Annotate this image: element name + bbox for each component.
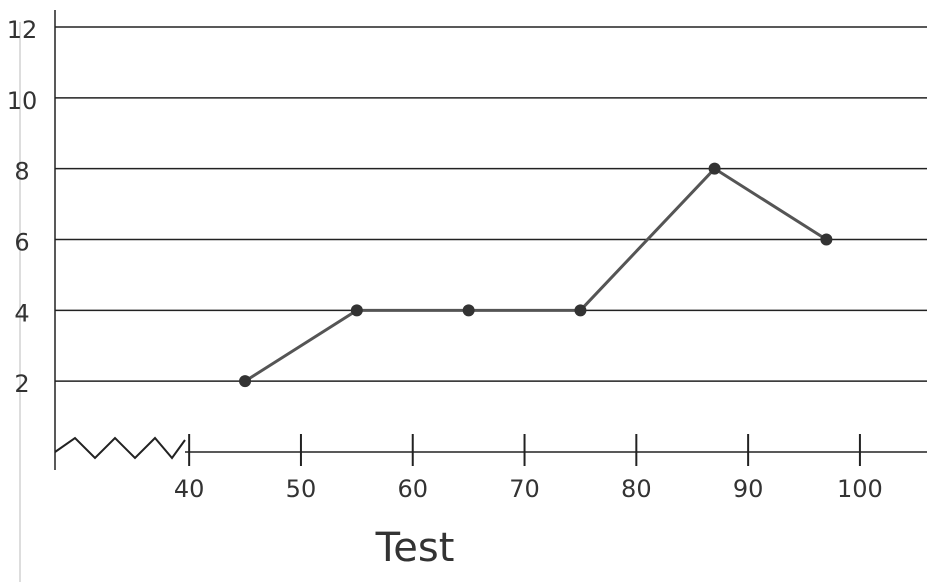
data-point (708, 162, 721, 175)
x-tick-label: 50 (286, 475, 317, 503)
y-tick-label: 12 (7, 16, 38, 44)
y-tick-label: 6 (14, 229, 29, 257)
data-point (239, 375, 252, 388)
y-tick-label: 4 (14, 299, 29, 327)
x-tick-label: 80 (621, 475, 652, 503)
data-line (244, 166, 828, 383)
x-tick-label: 70 (509, 475, 540, 503)
data-point (574, 304, 587, 317)
axis-break (54, 436, 186, 460)
y-tick-label: 10 (7, 87, 38, 115)
y-tick-label: 8 (14, 158, 29, 186)
x-tick-label: 60 (397, 475, 428, 503)
x-axis-label: Test (375, 525, 455, 571)
data-point (350, 304, 363, 317)
x-tick-label: 40 (174, 475, 205, 503)
data-point (820, 233, 833, 246)
x-tick-label: 90 (733, 475, 764, 503)
y-tick-label: 2 (14, 370, 29, 398)
x-tick-label: 100 (837, 475, 883, 503)
data-point (462, 304, 475, 317)
